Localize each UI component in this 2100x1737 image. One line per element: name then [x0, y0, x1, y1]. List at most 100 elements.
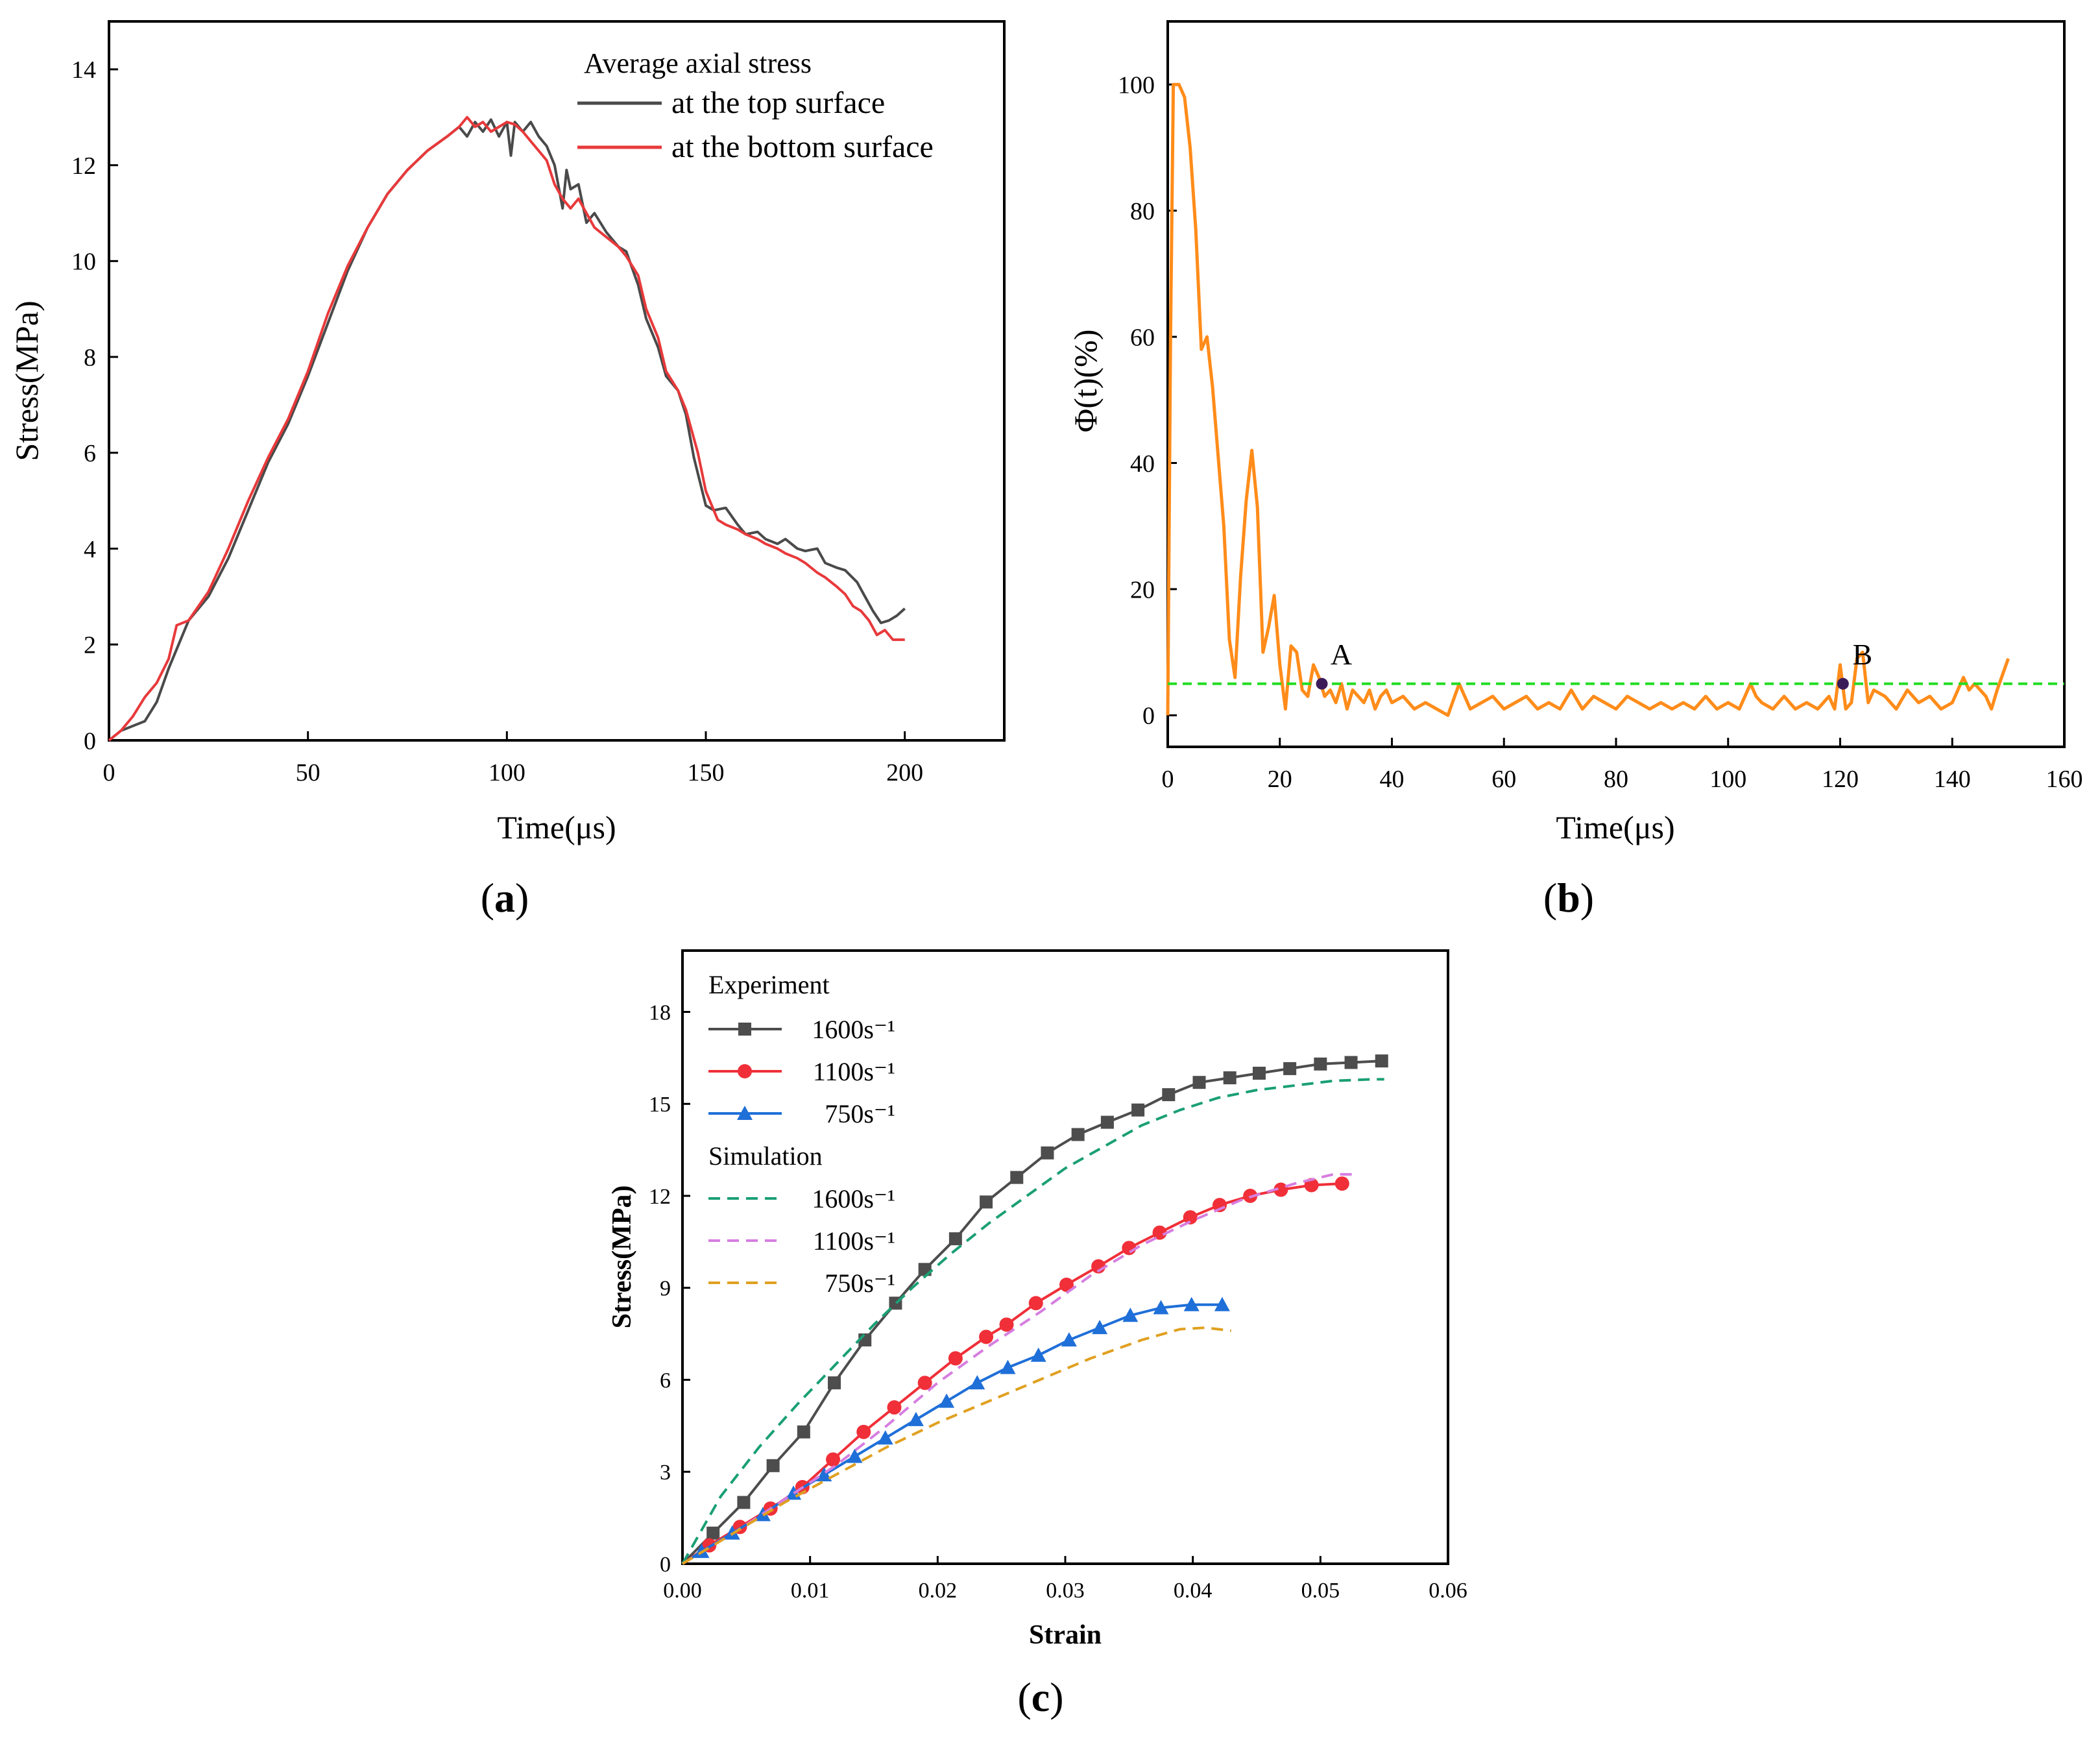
a-xtick-label: 0 — [103, 759, 115, 786]
series-marker-c-2 — [939, 1393, 955, 1408]
series-marker-c-1 — [948, 1351, 963, 1366]
c-ytick-label: 12 — [649, 1185, 671, 1209]
c-ytick-label: 18 — [649, 1001, 671, 1025]
series-marker-c-0 — [737, 1496, 751, 1509]
b-xtick-label: 60 — [1491, 766, 1516, 793]
axis-ticks-a: 0 50 100 150 200 0 2 4 6 8 10 12 14 — [71, 56, 923, 786]
b-xtick-label: 40 — [1380, 766, 1405, 793]
series-group-a — [108, 115, 906, 742]
series-marker-c-2 — [847, 1448, 863, 1463]
a-xtick-label: 150 — [688, 759, 725, 786]
c-xtick-label: 0.03 — [1046, 1579, 1085, 1603]
panel-caption-b: (b) — [1543, 875, 1594, 921]
series-line-a-0 — [108, 118, 906, 742]
c-xtick-label: 0.04 — [1174, 1579, 1213, 1603]
legend-label-c-5: 750s⁻¹ — [825, 1269, 895, 1298]
series-line-c-4 — [681, 1172, 1359, 1565]
c-ytick-label: 0 — [660, 1553, 671, 1577]
series-marker-c-0 — [1071, 1128, 1085, 1141]
series-marker-c-0 — [948, 1232, 962, 1246]
plot-frame-a — [108, 20, 1006, 742]
c-xtick-label: 0.05 — [1301, 1579, 1340, 1603]
series-marker-c-2 — [1214, 1296, 1230, 1311]
series-marker-c-0 — [766, 1459, 780, 1472]
a-ytick-label: 2 — [84, 632, 96, 659]
series-marker-c-0 — [1192, 1076, 1206, 1089]
series-line-c-0 — [681, 1060, 1382, 1565]
axis-ticks-c: 0.00 0.01 0.02 0.03 0.04 0.05 0.06 0 3 6 9 12 15 18 — [649, 1001, 1467, 1603]
series-marker-c-0 — [1252, 1067, 1266, 1080]
legend-group-simulation: Simulation — [708, 1141, 823, 1171]
series-marker-c-0 — [1100, 1115, 1114, 1129]
c-ytick-label: 6 — [660, 1368, 671, 1392]
point-label-B: B — [1852, 638, 1872, 671]
plot-frame-c — [681, 949, 1449, 1565]
series-marker-c-0 — [1162, 1088, 1176, 1102]
b-xtick-label: 120 — [1822, 766, 1859, 793]
a-ytick-label: 10 — [71, 249, 96, 276]
b-ytick-label: 80 — [1130, 198, 1155, 225]
legend-c: Experiment Simulation 1600s⁻¹ 1100s⁻¹ 750s… — [708, 970, 895, 1298]
plot-frame-b — [1166, 20, 2066, 748]
series-marker-c-2 — [1092, 1320, 1108, 1335]
b-xtick-label: 100 — [1709, 766, 1746, 793]
series-marker-c-0 — [1283, 1062, 1297, 1075]
series-marker-c-1 — [1334, 1176, 1349, 1191]
series-marker-c-2 — [816, 1466, 832, 1481]
series-marker-c-1 — [1152, 1225, 1167, 1240]
b-ytick-label: 100 — [1118, 72, 1155, 99]
series-marker-c-1 — [1273, 1182, 1288, 1197]
series-marker-c-2 — [877, 1430, 893, 1445]
y-axis-label-a: Stress(MPa) — [8, 300, 45, 461]
series-marker-c-1 — [1059, 1278, 1074, 1293]
series-line-c-2 — [681, 1303, 1222, 1565]
b-xtick-label: 20 — [1268, 766, 1292, 793]
x-axis-label-a: Time(μs) — [497, 809, 616, 845]
series-marker-c-0 — [980, 1195, 993, 1209]
series-marker-c-1 — [1028, 1296, 1043, 1311]
x-axis-label-b: Time(μs) — [1556, 809, 1674, 845]
c-xtick-label: 0.02 — [919, 1579, 958, 1603]
series-marker-c-2 — [1183, 1296, 1200, 1311]
legend-label-c-4: 1100s⁻¹ — [813, 1226, 895, 1256]
series-line-b-0 — [1166, 82, 2010, 717]
a-ytick-label: 14 — [71, 56, 96, 84]
a-ytick-label: 12 — [71, 152, 96, 180]
legend-title-a: Average axial stress — [584, 47, 812, 79]
c-xtick-label: 0.06 — [1429, 1579, 1467, 1603]
point-B — [1837, 677, 1849, 690]
legend-label-c-1: 1100s⁻¹ — [813, 1057, 895, 1086]
series-marker-c-1 — [856, 1424, 871, 1439]
series-marker-c-0 — [1041, 1146, 1054, 1160]
b-xtick-label: 140 — [1934, 766, 1971, 793]
b-ytick-label: 40 — [1130, 450, 1155, 478]
panel-caption-c: (c) — [1017, 1674, 1063, 1720]
c-xtick-label: 0.00 — [663, 1579, 702, 1603]
y-axis-label-b: Φ(t)(%) — [1067, 330, 1104, 433]
series-group-c — [681, 1054, 1388, 1565]
c-ytick-label: 15 — [649, 1093, 671, 1117]
point-A — [1316, 677, 1328, 690]
series-marker-c-2 — [1061, 1332, 1077, 1347]
series-marker-c-2 — [1000, 1359, 1016, 1374]
series-marker-c-0 — [1010, 1171, 1024, 1184]
legend-label-c-0: 1600s⁻¹ — [812, 1015, 895, 1044]
x-axis-label-c: Strain — [1029, 1620, 1102, 1650]
a-ytick-label: 8 — [84, 344, 96, 371]
b-ytick-label: 0 — [1142, 703, 1155, 730]
legend-label-top-surface: at the top surface — [671, 86, 885, 120]
legend-marker-c-2 — [737, 1106, 753, 1120]
series-marker-c-1 — [979, 1330, 994, 1344]
legend-group-experiment: Experiment — [708, 970, 830, 999]
legend-marker-c-0 — [738, 1023, 751, 1036]
a-xtick-label: 100 — [489, 759, 525, 786]
y-axis-label-c: Stress(MPa) — [607, 1185, 637, 1329]
legend-label-c-2: 750s⁻¹ — [825, 1099, 895, 1128]
legend-label-bottom-surface: at the bottom surface — [671, 130, 934, 164]
series-marker-c-1 — [917, 1376, 932, 1391]
b-ytick-label: 60 — [1130, 324, 1155, 351]
series-marker-c-1 — [887, 1400, 902, 1415]
series-marker-c-2 — [1153, 1300, 1169, 1315]
